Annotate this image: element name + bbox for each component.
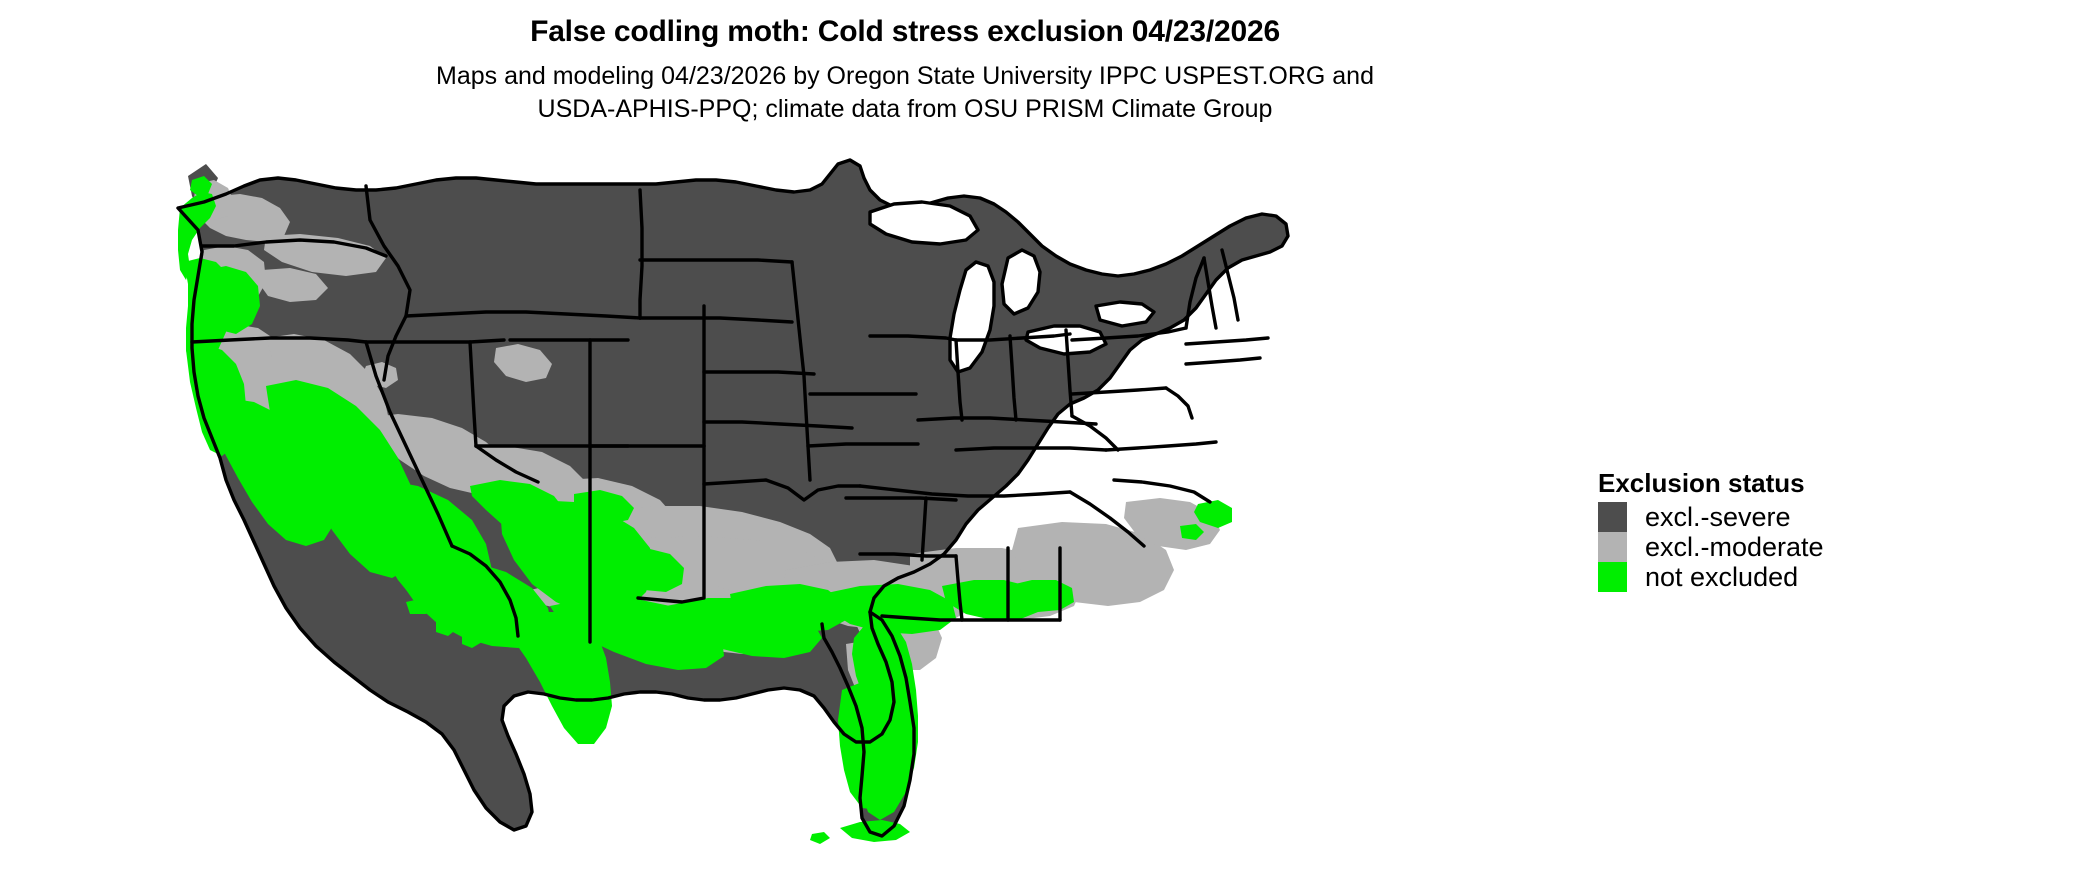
border-ne-ks — [702, 370, 816, 376]
border-vt-nh — [1202, 256, 1218, 330]
border-mt-nd-sd — [638, 188, 644, 320]
border-ga-fl — [880, 614, 1062, 622]
green-wa-coast — [178, 192, 216, 280]
border-nm-tx — [636, 444, 706, 604]
moderate-utah-spots — [494, 344, 552, 382]
green-ca-central — [204, 398, 334, 546]
border-nh-me — [1220, 248, 1240, 322]
legend-item-not-excluded[interactable]: not excluded — [1598, 562, 2038, 592]
border-nd-sd — [638, 258, 794, 264]
border-pa-ny — [1070, 326, 1188, 342]
conus-landmass — [178, 160, 1288, 830]
legend-item-excl-moderate[interactable]: excl.-moderate — [1598, 532, 2038, 562]
border-wv-va — [1070, 414, 1120, 452]
legend-swatch-not-excluded — [1598, 562, 1627, 592]
green-fl-south — [838, 682, 906, 810]
border-ny-vt-nh — [1184, 256, 1206, 330]
lake-superior — [868, 200, 980, 246]
border-tn-north — [954, 446, 1108, 452]
border-ok-tx — [702, 478, 862, 502]
legend-label-not-excluded: not excluded — [1645, 562, 1799, 592]
legend-title: Exclusion status — [1598, 468, 1805, 498]
border-il-in — [954, 338, 964, 422]
green-fl-keys-2 — [810, 832, 830, 844]
border-mo-ar — [844, 496, 958, 502]
lake-ontario — [1094, 300, 1156, 328]
border-ne-south — [1184, 356, 1262, 366]
border-oh-pa — [1064, 328, 1074, 418]
state-borders — [176, 158, 1290, 838]
border-ca-az-line — [450, 544, 520, 638]
border-md-de — [1164, 386, 1194, 420]
us-map — [170, 150, 1310, 890]
lake-huron — [1000, 248, 1042, 316]
green-south-texas — [502, 612, 612, 744]
border-or-ca — [190, 336, 368, 344]
legend: Exclusion status excl.-severe excl.-mode… — [1598, 468, 2038, 592]
border-ma-ct-ri — [1184, 336, 1270, 346]
border-nc-sc — [1112, 478, 1212, 504]
legend-label-excl-moderate: excl.-moderate — [1645, 532, 1824, 562]
green-nw-puget-bits — [190, 176, 212, 196]
border-pa-md — [1070, 386, 1168, 396]
border-sc-ga — [1068, 490, 1146, 548]
legend-rows: excl.-severe excl.-moderate not excluded — [1598, 502, 2038, 592]
border-ks-ok — [702, 420, 854, 430]
subtitle-line-2: USDA-APHIS-PPQ; climate data from OSU PR… — [537, 95, 1273, 123]
border-mt-wy — [404, 310, 642, 320]
border-ar-la — [858, 552, 958, 558]
legend-swatch-excl-severe — [1598, 502, 1627, 532]
page-title: False codling moth: Cold stress exclusio… — [530, 15, 1280, 48]
florida-outline — [820, 610, 916, 838]
green-fl-panhandle-coast — [1004, 580, 1074, 612]
green-or-willamette — [204, 266, 260, 334]
border-wi-il — [868, 334, 958, 342]
green-outer-banks — [1194, 500, 1232, 528]
moderate-nv-spots — [362, 362, 398, 388]
green-nm-bootheel — [616, 548, 684, 592]
legend-label-excl-severe: excl.-severe — [1645, 502, 1791, 532]
green-nc-coast-sliver — [1180, 524, 1204, 540]
green-upper-tx-coast — [730, 584, 846, 632]
border-nv-az — [474, 444, 540, 484]
title-block: False codling moth: Cold stress exclusio… — [0, 14, 1810, 126]
us-map-svg — [170, 150, 1310, 890]
national-outline — [176, 158, 1290, 832]
green-az-central-strip — [470, 480, 568, 542]
green-la-coast — [822, 584, 956, 634]
green-channel-islands-2 — [436, 620, 458, 636]
border-mi-in-oh — [954, 332, 1072, 342]
border-in-oh — [1008, 334, 1018, 422]
border-va-nc — [1104, 440, 1218, 452]
border-ia-mo — [806, 442, 920, 448]
border-id-mt-wy — [364, 184, 412, 382]
border-wa-or — [200, 238, 388, 258]
green-channel-islands-3 — [462, 634, 482, 648]
legend-item-excl-severe[interactable]: excl.-severe — [1598, 502, 2038, 532]
green-channel-islands — [406, 598, 434, 614]
border-nv-ut — [468, 340, 478, 448]
border-ar-ms — [920, 496, 928, 562]
subtitle: Maps and modeling 04/23/2026 by Oregon S… — [0, 60, 1810, 126]
border-ky-north — [916, 416, 1098, 426]
border-ca-nv — [364, 340, 454, 548]
subtitle-line-1: Maps and modeling 04/23/2026 by Oregon S… — [436, 62, 1374, 90]
lake-michigan — [948, 260, 996, 374]
border-sd-ne — [638, 316, 794, 324]
legend-swatch-excl-moderate — [1598, 532, 1627, 562]
moderate-or-interior — [258, 268, 328, 302]
border-gulf-states-north — [858, 484, 1072, 498]
border-la-ms — [954, 554, 964, 622]
border-id-nv-ut — [364, 338, 506, 344]
